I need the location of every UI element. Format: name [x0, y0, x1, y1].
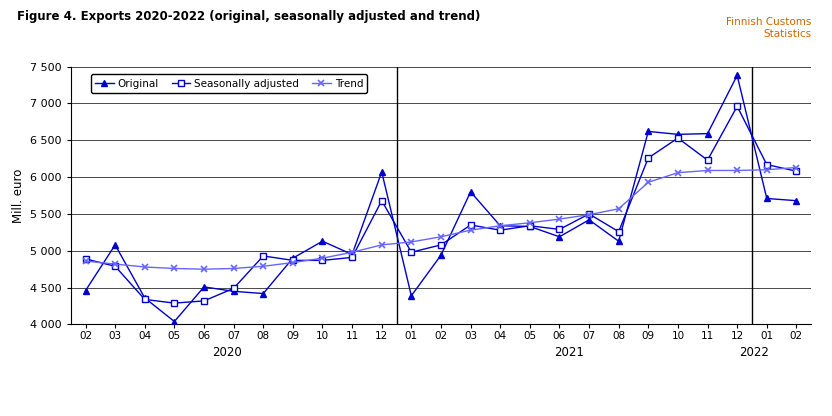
Text: 2021: 2021: [554, 347, 584, 359]
Original: [554, 234, 564, 239]
Seasonally adjusted: [199, 298, 209, 303]
Trend: [406, 240, 416, 245]
Original: [584, 217, 594, 222]
Original: [436, 253, 446, 258]
Seasonally adjusted: [673, 136, 683, 141]
Seasonally adjusted: [288, 258, 298, 263]
Original: [229, 289, 239, 294]
Trend: [170, 266, 180, 271]
Seasonally adjusted: [732, 104, 742, 109]
Trend: [199, 267, 209, 272]
Trend: [288, 260, 298, 265]
Original: [110, 243, 120, 248]
Seasonally adjusted: [406, 250, 416, 255]
Trend: [140, 265, 150, 270]
Seasonally adjusted: [791, 169, 801, 174]
Seasonally adjusted: [643, 156, 653, 161]
Line: Original: Original: [82, 73, 800, 324]
Trend: [347, 250, 357, 255]
Legend: Original, Seasonally adjusted, Trend: Original, Seasonally adjusted, Trend: [91, 74, 368, 93]
Original: [614, 239, 624, 244]
Seasonally adjusted: [466, 223, 476, 228]
Text: 2020: 2020: [212, 347, 242, 359]
Original: [702, 131, 712, 136]
Text: Finnish Customs
Statistics: Finnish Customs Statistics: [726, 17, 811, 39]
Original: [258, 291, 268, 296]
Trend: [762, 167, 772, 172]
Seasonally adjusted: [229, 286, 239, 291]
Line: Trend: Trend: [82, 164, 800, 272]
Seasonally adjusted: [584, 211, 594, 216]
Trend: [554, 217, 564, 222]
Original: [525, 224, 535, 229]
Seasonally adjusted: [110, 264, 120, 269]
Trend: [258, 264, 268, 269]
Original: [377, 169, 387, 174]
Original: [81, 288, 91, 293]
Original: [762, 196, 772, 201]
Seasonally adjusted: [554, 227, 564, 232]
Seasonally adjusted: [258, 253, 268, 258]
Trend: [377, 243, 387, 248]
Seasonally adjusted: [495, 228, 505, 233]
Trend: [495, 223, 505, 228]
Trend: [81, 259, 91, 264]
Seasonally adjusted: [762, 162, 772, 167]
Line: Seasonally adjusted: Seasonally adjusted: [82, 104, 800, 306]
Original: [791, 198, 801, 203]
Original: [673, 132, 683, 137]
Original: [140, 295, 150, 300]
Text: Figure 4. Exports 2020-2022 (original, seasonally adjusted and trend): Figure 4. Exports 2020-2022 (original, s…: [17, 10, 480, 23]
Trend: [525, 220, 535, 225]
Text: 2022: 2022: [740, 347, 769, 359]
Original: [318, 239, 328, 244]
Trend: [436, 234, 446, 239]
Seasonally adjusted: [81, 256, 91, 261]
Trend: [614, 206, 624, 211]
Seasonally adjusted: [436, 243, 446, 248]
Seasonally adjusted: [525, 223, 535, 228]
Original: [199, 285, 209, 290]
Trend: [584, 212, 594, 217]
Trend: [466, 228, 476, 233]
Seasonally adjusted: [702, 158, 712, 163]
Seasonally adjusted: [318, 258, 328, 263]
Seasonally adjusted: [347, 255, 357, 260]
Original: [170, 319, 180, 324]
Original: [466, 189, 476, 194]
Original: [288, 256, 298, 261]
Trend: [643, 180, 653, 185]
Original: [495, 223, 505, 228]
Original: [347, 252, 357, 257]
Trend: [229, 266, 239, 271]
Trend: [318, 256, 328, 261]
Trend: [702, 168, 712, 173]
Trend: [732, 168, 742, 173]
Original: [732, 73, 742, 78]
Trend: [673, 170, 683, 175]
Trend: [791, 165, 801, 170]
Seasonally adjusted: [170, 301, 180, 306]
Seasonally adjusted: [614, 229, 624, 234]
Original: [406, 293, 416, 298]
Y-axis label: Mill. euro: Mill. euro: [12, 168, 24, 223]
Seasonally adjusted: [377, 198, 387, 203]
Seasonally adjusted: [140, 297, 150, 302]
Trend: [110, 262, 120, 267]
Original: [643, 129, 653, 134]
